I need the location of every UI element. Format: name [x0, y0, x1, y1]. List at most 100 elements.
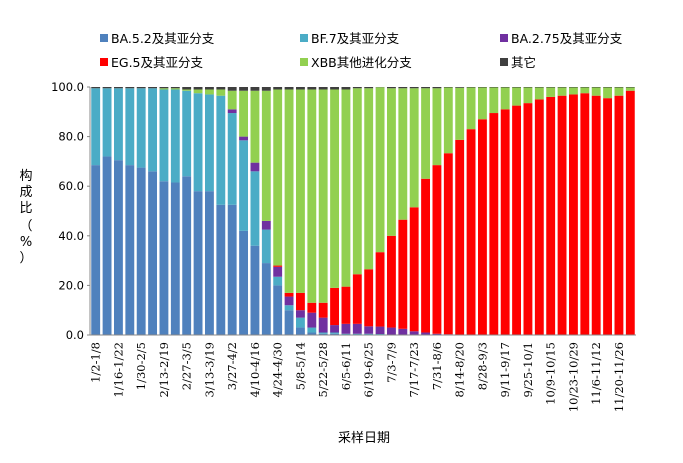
- bar-segment-s4-37: [512, 87, 521, 106]
- bar-segment-s3-20: [318, 302, 328, 318]
- bar-segment-s1-5: [148, 88, 157, 172]
- bar-segment-s1-22: [341, 333, 351, 335]
- bar-segment-s1-2: [114, 88, 123, 161]
- x-tick-label: 7/31-8/6: [430, 342, 444, 390]
- bar-segment-s5-29: [421, 87, 430, 89]
- bar-segment-s1-3: [125, 88, 135, 166]
- bar-segment-s0-8: [182, 176, 192, 335]
- bar-segment-s2-28: [409, 331, 419, 335]
- bar-segment-s1-13: [239, 140, 248, 231]
- bar-segment-s4-25: [375, 87, 385, 253]
- x-tick-label: 8/14-8/20: [453, 342, 467, 398]
- bar-segment-s3-40: [546, 96, 556, 335]
- bar-segment-s4-15: [261, 90, 271, 221]
- bar-segment-s3-29: [421, 178, 430, 333]
- bar-segment-s0-4: [136, 167, 146, 335]
- bar-segment-s4-24: [364, 88, 374, 270]
- bar-segment-s5-39: [534, 87, 544, 88]
- y-axis-title: 构 成 比 （ % ）: [19, 169, 32, 266]
- bar-segment-s5-35: [489, 87, 499, 88]
- bar-segment-s3-42: [569, 94, 578, 335]
- bar-segment-s2-18: [296, 310, 305, 318]
- y-tick-label: 0.0: [66, 328, 84, 342]
- bar-segment-s2-25: [375, 326, 385, 335]
- bar-segment-s4-30: [432, 88, 442, 166]
- bar-segment-s3-25: [375, 252, 385, 327]
- bar-segment-s4-14: [250, 90, 260, 163]
- bar-segment-s4-18: [296, 89, 305, 293]
- bar-segment-s5-2: [114, 87, 123, 89]
- bar-segment-s5-17: [284, 87, 294, 90]
- x-tick-label: 11/20-11/26: [612, 342, 626, 412]
- bar-segment-s0-1: [102, 156, 112, 335]
- bar-segment-s3-36: [500, 109, 510, 335]
- legend-swatch-eg5: [100, 58, 108, 66]
- bar-segment-s0-10: [205, 191, 214, 335]
- bar-segment-s2-14: [250, 162, 260, 172]
- bar-segment-s5-24: [364, 87, 374, 89]
- x-axis-ticks: 1/2-1/8 1/16-1/22 1/30-2/5 2/13-2/19 2/27-3/…: [89, 342, 626, 412]
- bar-segment-s5-14: [250, 87, 260, 91]
- bar-segment-s4-17: [284, 89, 294, 293]
- bar-segment-s3-21: [330, 287, 339, 326]
- bar-segment-s4-46: [614, 87, 624, 96]
- bar-segment-s5-8: [182, 87, 192, 90]
- bar-segment-s5-13: [239, 87, 248, 91]
- legend-label-ba275: BA.2.75及其亚分支: [511, 31, 623, 46]
- bar-segment-s5-42: [569, 87, 578, 88]
- y-tick-label: 100.0: [51, 80, 84, 94]
- bar-segment-s4-16: [273, 89, 283, 266]
- bar-segment-s5-1: [102, 87, 112, 89]
- x-tick-label: 10/23-10/29: [566, 342, 580, 412]
- bar-segment-s4-44: [591, 87, 601, 96]
- bar-segment-s1-6: [159, 89, 169, 182]
- bar-segment-s5-32: [455, 87, 465, 88]
- bar-segment-s5-34: [478, 87, 487, 88]
- legend-label-bf7: BF.7及其亚分支: [311, 31, 400, 46]
- bar-segment-s4-9: [193, 89, 203, 94]
- bar-segment-s1-15: [261, 229, 271, 264]
- bar-segment-s0-7: [170, 182, 180, 335]
- bar-segment-s3-39: [534, 99, 544, 336]
- y-axis-ticks: 0.0 20.0 40.0 60.0 80.0 100.0: [51, 80, 90, 342]
- bar-segment-s1-17: [284, 305, 294, 311]
- bar-segment-s4-12: [227, 90, 237, 110]
- y-tick-label: 20.0: [58, 278, 84, 292]
- bar-segment-s4-42: [569, 87, 578, 95]
- bar-segment-s5-4: [136, 87, 146, 89]
- bar-segment-s5-9: [193, 87, 203, 90]
- y-axis-title-char-2: 成: [19, 185, 32, 200]
- bar-segment-s5-46: [614, 87, 624, 88]
- bar-segment-s3-19: [307, 302, 317, 313]
- bar-segment-s4-45: [603, 87, 612, 99]
- bar-segment-s2-24: [364, 326, 374, 334]
- bar-segment-s5-38: [523, 87, 533, 88]
- bar-segment-s3-32: [455, 139, 465, 335]
- bar-segment-s3-26: [387, 235, 396, 328]
- bars: [91, 87, 635, 336]
- bar-segment-s4-31: [443, 87, 453, 154]
- bar-segment-s2-29: [421, 332, 430, 335]
- bar-segment-s5-31: [443, 87, 453, 88]
- bar-segment-s4-8: [182, 89, 192, 91]
- x-tick-label: 11/6-11/12: [589, 342, 603, 405]
- bar-segment-s4-13: [239, 90, 248, 137]
- bar-segment-s2-26: [387, 327, 396, 335]
- bar-segment-s4-34: [478, 87, 487, 120]
- bar-segment-s2-21: [330, 325, 339, 333]
- bar-segment-s3-18: [296, 292, 305, 311]
- bar-segment-s3-41: [557, 95, 567, 336]
- bar-segment-s3-22: [341, 286, 351, 324]
- bar-segment-s4-38: [523, 87, 533, 104]
- bar-segment-s5-30: [432, 87, 442, 89]
- bar-segment-s3-47: [625, 90, 635, 335]
- bar-segment-s5-12: [227, 87, 237, 91]
- bar-segment-s0-5: [148, 171, 157, 335]
- legend-label-ba52: BA.5.2及其亚分支: [111, 31, 215, 46]
- x-tick-label: 1/2-1/8: [89, 342, 103, 383]
- bar-segment-s2-23: [352, 323, 362, 334]
- x-tick-label: 6/5-6/11: [339, 342, 353, 390]
- y-axis-title-char-4: （: [19, 219, 32, 234]
- bar-segment-s4-29: [421, 88, 430, 179]
- bar-segment-s1-21: [330, 332, 339, 334]
